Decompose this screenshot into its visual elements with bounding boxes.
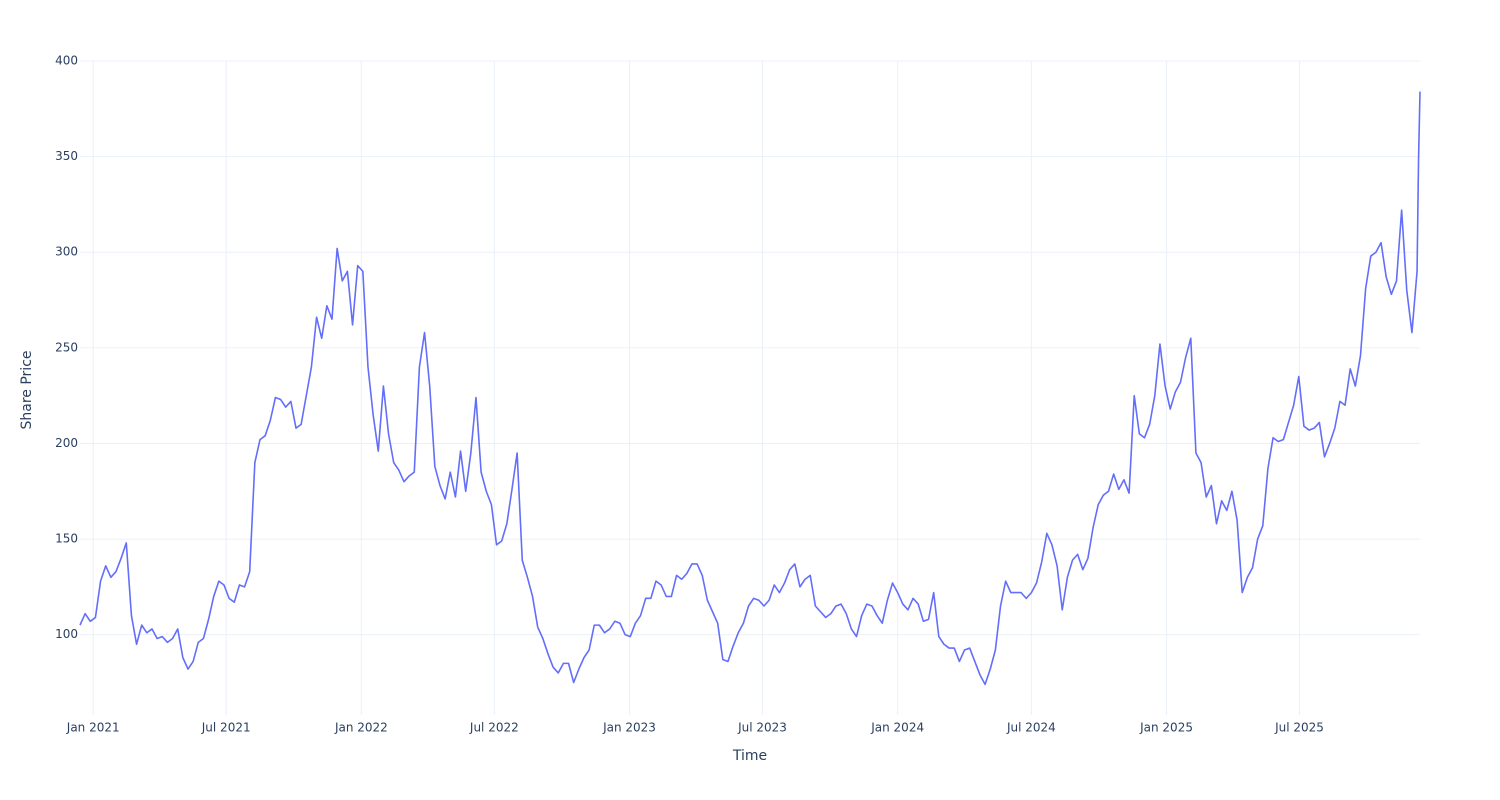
y-axis-title: Share Price (19, 350, 35, 429)
y-tick-label: 400 (55, 54, 78, 68)
x-tick-label: Jul 2024 (1006, 721, 1056, 735)
y-tick-label: 300 (55, 245, 78, 259)
x-tick-label: Jul 2025 (1274, 721, 1324, 735)
x-tick-label: Jan 2025 (1139, 721, 1193, 735)
y-tick-label: 200 (55, 436, 78, 450)
x-tick-label: Jul 2023 (737, 721, 787, 735)
y-tick-label: 100 (55, 627, 78, 641)
y-tick-label: 150 (55, 532, 78, 546)
x-tick-label: Jul 2021 (201, 721, 251, 735)
x-tick-label: Jan 2023 (602, 721, 656, 735)
x-axis-title: Time (732, 748, 767, 764)
x-tick-label: Jan 2024 (870, 721, 924, 735)
price-line (79, 91, 1421, 686)
x-tick-label: Jan 2022 (334, 721, 388, 735)
y-tick-label: 350 (55, 149, 78, 163)
y-tick-label: 250 (55, 340, 78, 354)
x-tick-label: Jul 2022 (469, 721, 519, 735)
x-tick-label: Jan 2021 (66, 721, 120, 735)
